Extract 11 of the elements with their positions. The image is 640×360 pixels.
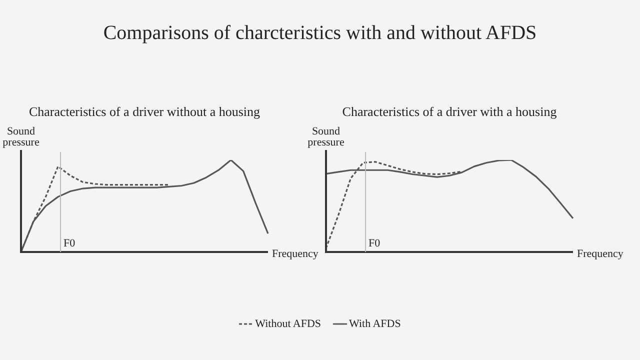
text: Comparisons of charcteristics with and without AFDS	[103, 22, 537, 44]
legend-label: Without AFDS	[255, 318, 322, 330]
y-axis-title: Sound pressure	[2, 125, 40, 148]
annotation: F0	[368, 237, 381, 250]
x-axis-title: Frequency	[577, 248, 624, 260]
x-axis-title: Frequency	[272, 248, 319, 260]
annotation: F0	[64, 237, 76, 250]
chart-title: Characteristics of a driver with a housing	[342, 104, 558, 119]
chart-title: Characteristics of a driver without a housing	[28, 104, 261, 119]
y-axis-title: Sound pressure	[308, 125, 344, 148]
legend-label: With AFDS	[349, 318, 401, 330]
